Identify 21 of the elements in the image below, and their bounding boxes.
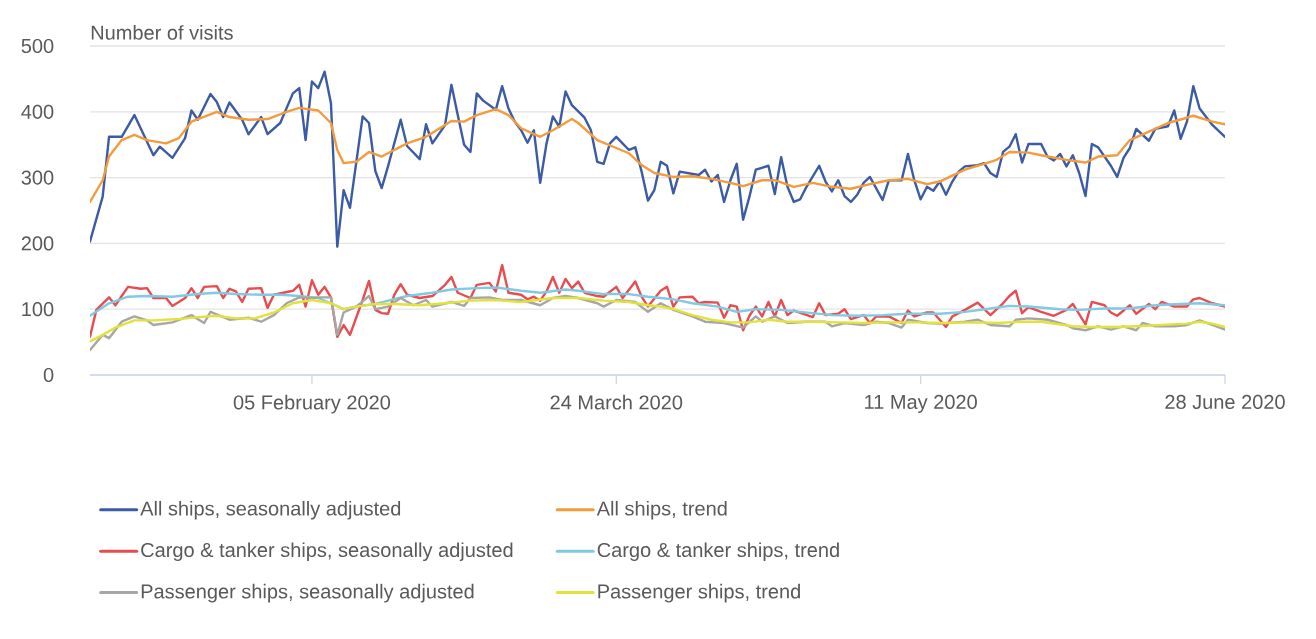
line-series [90,263,1225,339]
line-series [90,106,1225,204]
legend-label: All ships, trend [596,500,727,520]
y-tick-label: 300 [21,170,54,185]
legend-label: Cargo & tanker ships, seasonally adjusted [141,542,513,562]
y-axis-title: Number of visits [91,25,233,40]
x-tick-label: 05 February 2020 [233,394,391,414]
y-tick-label: 400 [21,104,54,119]
legend-label: Cargo & tanker ships, trend [597,542,839,562]
legend-label: All ships, seasonally adjusted [140,500,401,520]
y-tick-label: 500 [21,38,54,54]
y-tick-label: 200 [21,236,54,251]
x-tick-label: 24 March 2020 [550,394,683,410]
legend-label: Passenger ships, seasonally adjusted [141,583,474,603]
line-series [90,70,1225,248]
y-tick-label: 100 [22,302,54,317]
x-tick-label: 28 June 2020 [1165,394,1285,410]
x-tick-label: 11 May 2020 [865,394,977,413]
line-series [90,294,1225,352]
y-tick-label: 0 [43,367,54,383]
legend-label: Passenger ships, trend [598,583,800,603]
